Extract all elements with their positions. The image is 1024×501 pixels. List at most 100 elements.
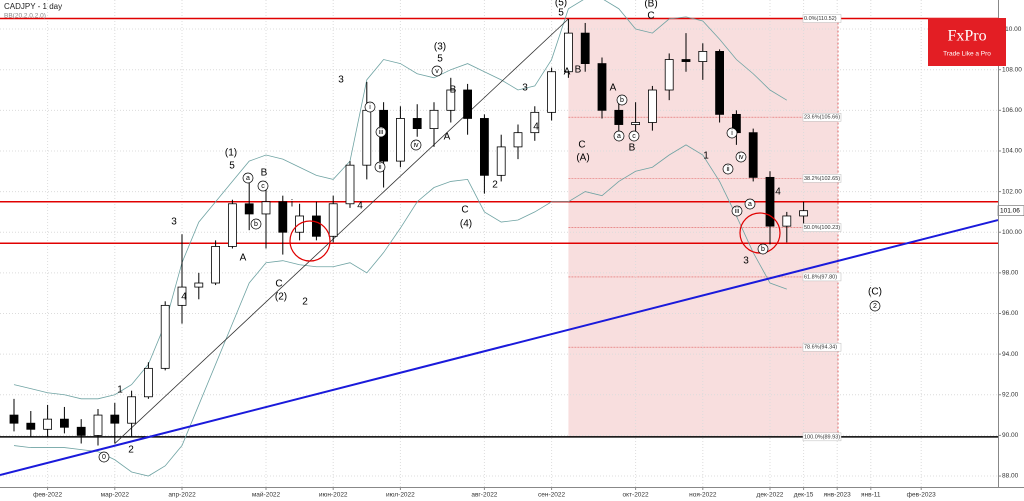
wave-label-circle: [431, 65, 443, 77]
wave-label: 1: [703, 151, 709, 162]
wave-label-circle: [613, 130, 625, 142]
y-tick-label: 106.00: [1002, 107, 1022, 114]
x-tick-label: сен-2022: [538, 492, 565, 499]
wave-label-circle: [628, 130, 640, 142]
chart-title: CADJPY - 1 day: [4, 2, 62, 11]
brand-logo: [928, 18, 1006, 66]
wave-label: C: [647, 11, 654, 22]
wave-label: (B): [644, 0, 657, 10]
x-tick-label: май-2022: [252, 491, 281, 499]
candle-body: [110, 414, 120, 424]
fib-label: 50.0%(100.23): [804, 225, 840, 231]
wave-label: iii: [379, 129, 384, 136]
candle-body: [799, 210, 808, 217]
candle-body: [127, 396, 136, 424]
fib-layer: [568, 18, 839, 438]
fib-label-bg: [802, 223, 842, 232]
x-tick-label: дек-2022: [757, 492, 784, 499]
wave-label: 1: [117, 385, 123, 396]
wave-label: (A): [576, 153, 589, 164]
candle-body: [26, 422, 36, 430]
wave-label: (3): [434, 42, 446, 53]
wave-label: a: [748, 201, 752, 208]
wave-label: iv: [413, 142, 419, 149]
y-tick-label: 96.00: [1002, 310, 1019, 317]
candle-body: [597, 63, 607, 111]
wave-label-circle: [735, 151, 747, 163]
wave-label-circle: [726, 127, 738, 139]
y-tick-label: 104.00: [1002, 148, 1022, 155]
x-tick-label: янв-11: [861, 492, 881, 499]
fib-label: 23.6%(105.66): [804, 115, 840, 121]
candle-body: [631, 122, 640, 125]
wave-label: a: [617, 133, 621, 140]
wave-label: 4: [533, 122, 539, 133]
wave-label-circle: [744, 198, 756, 210]
fib-label: 0.0%(110.52): [804, 16, 837, 22]
wave-label: 4: [181, 292, 187, 303]
candle-body: [463, 89, 473, 119]
wave-label: 3: [743, 256, 749, 267]
wave-label: 5: [558, 8, 564, 19]
wave-label: iv: [738, 154, 744, 161]
y-tick-label: 110.00: [1002, 26, 1022, 33]
wave-label: A: [610, 83, 617, 94]
candle-body: [328, 203, 338, 237]
wave-label: B: [629, 143, 636, 154]
wave-label-circle: [257, 180, 269, 192]
fib-label-bg: [802, 112, 842, 122]
candle-body: [681, 59, 691, 62]
candle-body: [513, 132, 523, 148]
wave-label: v: [435, 68, 439, 75]
channel-line: [114, 18, 569, 444]
candle-body: [530, 111, 540, 134]
wave-label: 4: [775, 187, 781, 198]
candle-body: [564, 32, 573, 73]
wave-label: (2): [275, 292, 287, 303]
wave-label: B: [261, 168, 268, 179]
wave-label: C: [461, 205, 468, 216]
y-tick-label: 94.00: [1002, 351, 1019, 358]
wave-label: 2: [492, 180, 498, 191]
candle-body: [664, 59, 674, 91]
x-tick-label: дек-15: [794, 492, 814, 499]
y-tick-label: 100.00: [1002, 229, 1022, 236]
fib-label-bg: [802, 272, 842, 282]
wave-label: 5: [229, 161, 235, 172]
wave-label: A: [444, 132, 451, 143]
candle-body: [395, 118, 405, 162]
y-tick-label: 102.00: [1002, 188, 1022, 195]
candle-body: [76, 426, 86, 436]
candle-body: [143, 367, 153, 398]
candle-body: [748, 132, 758, 178]
band-upper: [13, 0, 788, 400]
candle-body: [412, 118, 422, 130]
x-tick-label: апр-2022: [168, 492, 196, 499]
wave-label: A: [240, 253, 247, 264]
wave-label: 2: [716, 89, 722, 100]
candle-body: [9, 414, 19, 424]
main-layer: [0, 0, 999, 477]
x-tick-label: окт-2022: [623, 492, 650, 499]
wave-label-circle: [757, 243, 769, 255]
wave-label: (1): [225, 148, 237, 159]
wave-label: 2: [873, 303, 877, 310]
candle-body: [160, 304, 170, 369]
wave-label-circle: [375, 126, 387, 138]
wave-label: i: [731, 130, 733, 137]
candle-body: [43, 418, 52, 430]
brand-tagline: Trade Like a Pro: [943, 51, 991, 58]
band-lower: [13, 144, 787, 477]
fib-label-bg: [802, 174, 842, 183]
wave-label: b: [254, 221, 258, 228]
y-tick-label: 92.00: [1002, 391, 1019, 398]
wave-label: c: [632, 133, 636, 140]
wave-label-circle: [374, 161, 386, 173]
x-tick-label: янв-2023: [824, 492, 852, 499]
y-tick-label: 90.00: [1002, 432, 1019, 439]
wave-label: b: [761, 246, 765, 253]
wave-label-circle: [98, 451, 110, 463]
wave-label: b: [620, 97, 624, 104]
